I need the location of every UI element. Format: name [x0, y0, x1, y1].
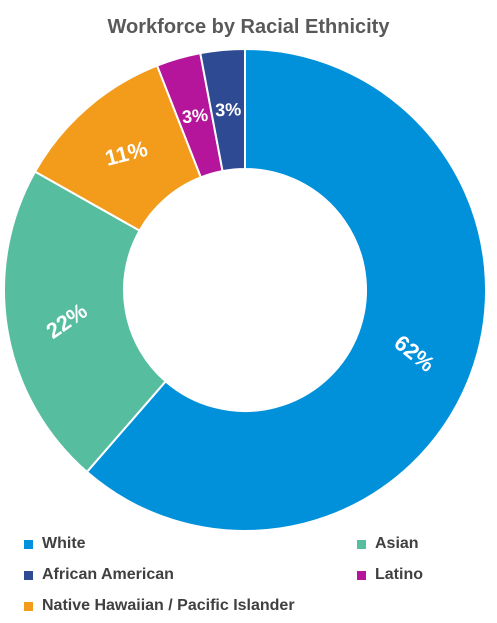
legend-item-asian: Asian	[357, 535, 419, 553]
legend-item-african-american: African American	[24, 566, 174, 584]
legend-swatch-asian	[357, 539, 366, 549]
legend-label-asian: Asian	[375, 535, 419, 552]
legend-label-white: White	[42, 535, 86, 552]
legend-label-native-hawaiian-pacific-islander: Native Hawaiian / Pacific Islander	[42, 597, 295, 614]
donut-slice-asian	[3, 170, 168, 474]
legend-item-white: White	[24, 535, 86, 553]
chart-title: Workforce by Racial Ethnicity	[107, 16, 390, 38]
donut-slice-white	[85, 47, 487, 532]
data-label-latino: 3%	[181, 105, 209, 127]
legend-label-african-american: African American	[42, 566, 174, 583]
legend-swatch-african-american	[24, 570, 33, 580]
legend-swatch-native-hawaiian-pacific-islander	[24, 601, 33, 611]
legend-item-latino: Latino	[357, 566, 423, 584]
legend-swatch-white	[24, 539, 33, 549]
donut-slice-african-american	[199, 47, 246, 173]
legend-label-latino: Latino	[375, 566, 423, 583]
legend-item-native-hawaiian-pacific-islander: Native Hawaiian / Pacific Islander	[24, 597, 295, 615]
data-label-african-american: 3%	[215, 99, 242, 120]
legend-swatch-latino	[357, 570, 366, 580]
donut-chart: 62%22%11%3% 3%	[3, 47, 487, 532]
